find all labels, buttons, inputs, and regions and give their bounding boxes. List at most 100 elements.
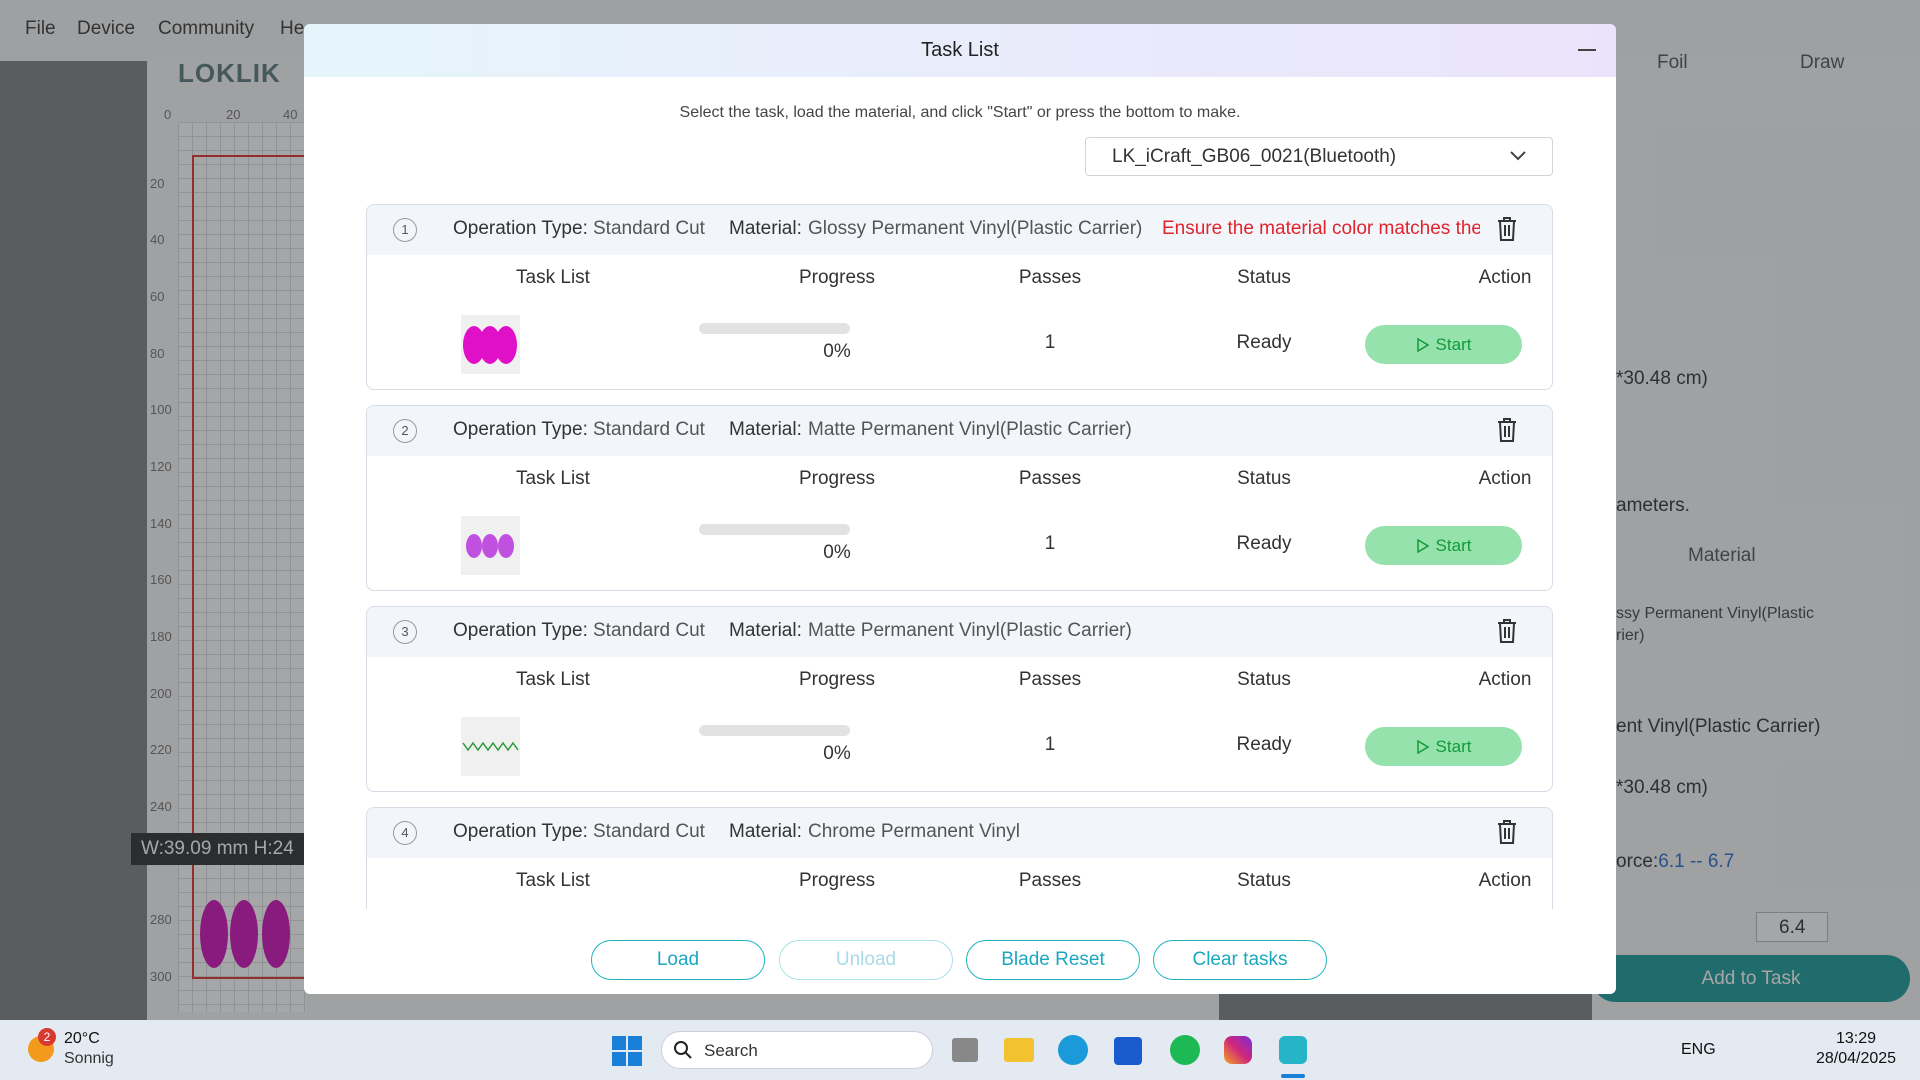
- operation-type: Standard Cut: [593, 218, 705, 239]
- app-icon[interactable]: [1224, 1036, 1252, 1064]
- start-label: Start: [1435, 736, 1472, 756]
- material-warning: Ensure the material color matches the: [1162, 218, 1480, 239]
- app-icon[interactable]: [1170, 1035, 1200, 1065]
- chevron-line: [1510, 151, 1526, 161]
- ruler-label: 140: [150, 516, 172, 531]
- task-thumbnail: [461, 315, 520, 374]
- logo-tile: [628, 1036, 642, 1050]
- status: Ready: [1236, 533, 1292, 554]
- app-icon[interactable]: [1004, 1038, 1034, 1062]
- force-input[interactable]: 6.4: [1756, 912, 1828, 942]
- menu-item[interactable]: He: [280, 18, 305, 39]
- material-label: Material:: [729, 620, 802, 641]
- ruler-label: 220: [150, 742, 172, 757]
- material-line: rier): [1616, 627, 1645, 644]
- start-button[interactable]: Start: [1365, 325, 1522, 364]
- operation-type: Standard Cut: [593, 620, 705, 641]
- dialog-button[interactable]: Clear tasks: [1153, 940, 1327, 980]
- progress-track: [699, 725, 850, 736]
- instruction: Select the task, load the material, and …: [679, 104, 1241, 121]
- column-header: Status: [1237, 468, 1291, 489]
- column-header: Action: [1478, 870, 1532, 891]
- ruler-label: 200: [150, 686, 172, 701]
- column-header: Progress: [798, 267, 876, 288]
- hint: ameters.: [1616, 495, 1690, 516]
- app-icon[interactable]: [1114, 1037, 1142, 1065]
- delete-button[interactable]: [1496, 619, 1518, 643]
- status: Ready: [1236, 332, 1292, 353]
- language[interactable]: ENG: [1681, 1041, 1716, 1058]
- progress-text: 0%: [823, 341, 851, 362]
- search-box[interactable]: [661, 1031, 933, 1069]
- column-header: Progress: [798, 468, 876, 489]
- dialog-button[interactable]: Load: [591, 940, 765, 980]
- logo: LOKLIK: [178, 58, 281, 88]
- menu-item[interactable]: Community: [158, 18, 255, 39]
- tab[interactable]: Foil: [1657, 52, 1688, 73]
- passes: 1: [1044, 332, 1056, 353]
- task-index: 3: [393, 620, 417, 644]
- petal: [200, 900, 228, 968]
- delete-button[interactable]: [1496, 820, 1518, 844]
- ruler-label: 300: [150, 969, 172, 984]
- add-to-task-button[interactable]: Add to Task: [1592, 955, 1910, 1002]
- start-label: Start: [1435, 334, 1472, 354]
- column-header: Task List: [516, 870, 590, 891]
- trash-icon: [1498, 619, 1516, 643]
- task-thumbnail: [461, 516, 520, 575]
- ruler-label: 20: [226, 107, 241, 122]
- delete-button[interactable]: [1496, 217, 1518, 241]
- app-icon[interactable]: [952, 1038, 978, 1062]
- force-label: orce:6.1 -- 6.7: [1616, 851, 1734, 873]
- dialog-header: [304, 24, 1616, 77]
- tab[interactable]: Draw: [1800, 52, 1845, 73]
- size-select[interactable]: *30.48 cm): [1616, 777, 1708, 798]
- material-select[interactable]: ent Vinyl(Plastic Carrier): [1616, 716, 1821, 737]
- task-thumbnail: [461, 717, 520, 776]
- column-header: Task List: [516, 267, 590, 288]
- material: Matte Permanent Vinyl(Plastic Carrier): [808, 620, 1132, 641]
- clock-date[interactable]: 28/04/2025: [1815, 1050, 1897, 1067]
- operation-type: Standard Cut: [593, 419, 705, 440]
- column-header: Passes: [1018, 870, 1082, 891]
- device-select[interactable]: LK_iCraft_GB06_0021(Bluetooth): [1085, 137, 1553, 176]
- operation-type-label: Operation Type:: [453, 218, 588, 239]
- column-header: Progress: [798, 669, 876, 690]
- ruler-label: 120: [150, 459, 172, 474]
- start-button[interactable]: [612, 1036, 642, 1066]
- dialog-title: Task List: [921, 39, 999, 61]
- play-triangle: [1416, 538, 1430, 553]
- ruler-label: 180: [150, 629, 172, 644]
- progress-text: 0%: [823, 542, 851, 563]
- petal: [482, 534, 498, 558]
- ruler-label: 40: [150, 232, 165, 247]
- petal: [498, 534, 514, 558]
- column-header: Status: [1237, 870, 1291, 891]
- column-header: Task List: [516, 468, 590, 489]
- ruler-label: 60: [150, 289, 165, 304]
- task-card-header: [367, 808, 1552, 858]
- start-button[interactable]: Start: [1365, 727, 1522, 766]
- trash-icon: [1498, 418, 1516, 442]
- column-header: Material: [1688, 545, 1756, 566]
- app-icon[interactable]: [1058, 1035, 1088, 1065]
- column-header: Task List: [516, 669, 590, 690]
- clock-time[interactable]: 13:29: [1835, 1030, 1877, 1047]
- menu-item[interactable]: Device: [77, 18, 136, 39]
- operation-type-label: Operation Type:: [453, 821, 588, 842]
- petal: [466, 534, 482, 558]
- column-header: Action: [1478, 468, 1532, 489]
- petal: [479, 326, 501, 364]
- minimize-button[interactable]: [1578, 49, 1596, 51]
- dialog-button[interactable]: Blade Reset: [966, 940, 1140, 980]
- app-icon[interactable]: [1279, 1036, 1307, 1064]
- active-indicator: [1281, 1074, 1305, 1078]
- logo-tile: [628, 1052, 642, 1066]
- start-button[interactable]: Start: [1365, 526, 1522, 565]
- ruler-label: 240: [150, 799, 172, 814]
- size-select[interactable]: *30.48 cm): [1616, 368, 1708, 389]
- task-index: 1: [393, 218, 417, 242]
- material: Chrome Permanent Vinyl: [808, 821, 1020, 842]
- menu-item[interactable]: File: [25, 18, 56, 39]
- delete-button[interactable]: [1496, 418, 1518, 442]
